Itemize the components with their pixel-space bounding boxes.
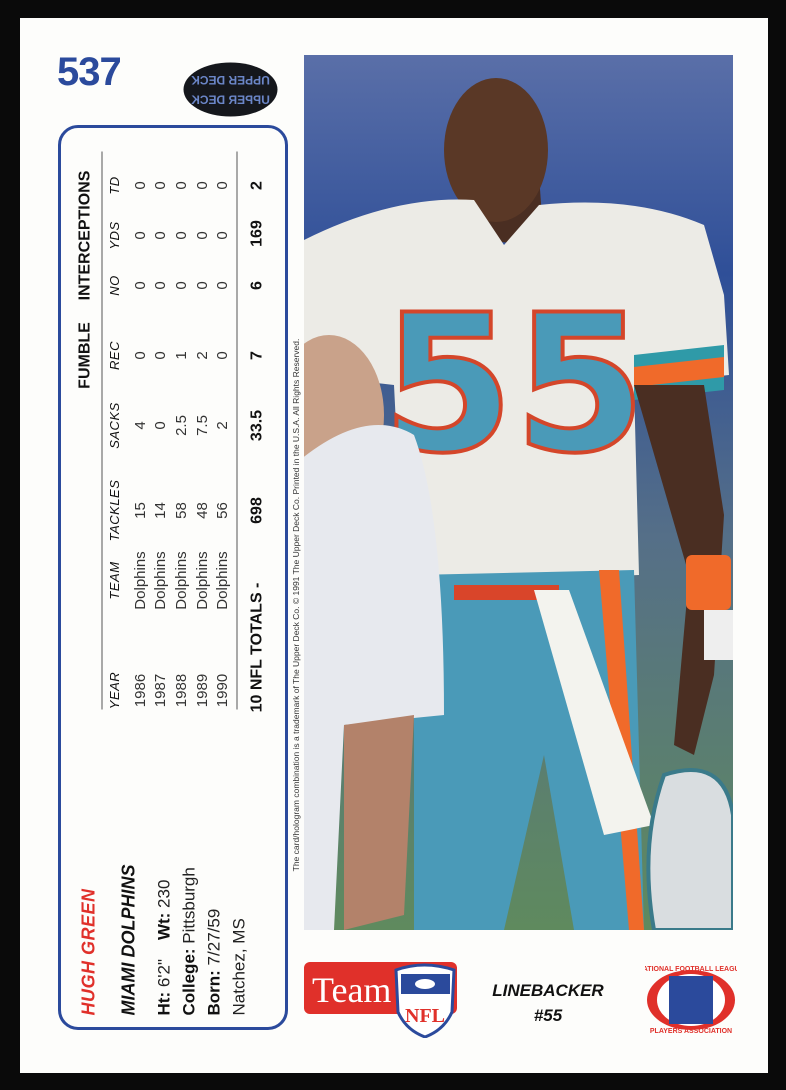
total-tackles: 698 — [248, 496, 265, 524]
weight-label: Wt: — [154, 912, 173, 940]
svg-text:UPPER DECK: UPPER DECK — [191, 73, 270, 87]
copyright-text: The card/hologram combination is a trade… — [291, 338, 301, 872]
stat-cell-tackles: 48 — [193, 501, 211, 519]
stat-cell-yds: 0 — [151, 230, 169, 240]
column-header-sacks: SACKS — [106, 401, 122, 449]
player-position: LINEBACKER — [492, 981, 604, 1000]
column-header-tackles: TACKLES — [106, 479, 122, 541]
total-yds: 169 — [248, 219, 265, 247]
table-totals-rule — [236, 151, 237, 709]
column-header-team: TEAM — [106, 560, 122, 600]
stat-cell-yds: 0 — [193, 230, 211, 240]
group-header-fumble: FUMBLE — [76, 321, 93, 389]
card-number: 537 — [57, 50, 122, 94]
stat-cell-rec: 0 — [213, 350, 231, 360]
table-header-rule — [101, 151, 102, 709]
jersey-number-graphic: 55 — [382, 274, 646, 495]
stat-cell-no: 0 — [151, 280, 169, 290]
position-block: LINEBACKER #55 — [470, 978, 626, 1028]
svg-text:PLAYERS ASSOCIATION: PLAYERS ASSOCIATION — [650, 1028, 732, 1034]
height-label: Ht: — [154, 991, 173, 1015]
totals-label: 10 NFL TOTALS - — [248, 582, 265, 712]
stat-cell-team: Dolphins — [151, 550, 169, 610]
stat-cell-year: 1987 — [151, 673, 169, 707]
born-label: Born: — [204, 969, 223, 1015]
svg-text:NFL: NFL — [405, 1005, 445, 1027]
stat-cell-tackles: 58 — [172, 501, 190, 519]
total-td: 2 — [248, 180, 265, 190]
stat-cell-yds: 0 — [131, 230, 149, 240]
stat-cell-team: Dolphins — [131, 550, 149, 610]
stat-cell-td: 0 — [151, 180, 169, 190]
born: Born: 7/27/59 — [204, 908, 224, 1015]
stat-cell-td: 0 — [131, 180, 149, 190]
player-team: MIAMI DOLPHINS — [118, 864, 138, 1015]
stats-panel: HUGH GREEN MIAMI DOLPHINS Ht: 6'2" Wt: 2… — [58, 125, 288, 1030]
stat-cell-rec: 0 — [151, 350, 169, 360]
stat-cell-year: 1986 — [131, 673, 149, 707]
stat-cell-tackles: 15 — [131, 501, 149, 519]
column-header-td: TD — [106, 175, 122, 195]
stat-cell-yds: 0 — [172, 230, 190, 240]
stat-cell-team: Dolphins — [172, 550, 190, 610]
college-label: College: — [179, 947, 198, 1015]
stat-cell-sacks: 2 — [213, 420, 231, 430]
stat-cell-no: 0 — [172, 280, 190, 290]
player-name: HUGH GREEN — [78, 887, 98, 1015]
stat-cell-no: 0 — [213, 280, 231, 290]
svg-text:UPPER DECK: UPPER DECK — [191, 93, 270, 107]
stat-cell-sacks: 2.5 — [172, 414, 190, 436]
total-sacks: 33.5 — [248, 409, 265, 441]
weight-value: 230 — [154, 879, 173, 908]
team-nfl-logo: Team NFL — [304, 962, 457, 1038]
stat-cell-rec: 0 — [131, 350, 149, 360]
born-value: 7/27/59 — [204, 908, 223, 965]
stat-cell-team: Dolphins — [193, 550, 211, 610]
height-weight: Ht: 6'2" Wt: 230 — [154, 879, 174, 1015]
stat-cell-sacks: 7.5 — [193, 414, 211, 436]
svg-text:NATIONAL FOOTBALL LEAGUE: NATIONAL FOOTBALL LEAGUE — [645, 966, 737, 973]
total-rec: 7 — [248, 350, 265, 360]
stat-cell-tackles: 14 — [151, 501, 169, 519]
upper-deck-hologram: UPPER DECK UPPER DECK — [183, 62, 278, 117]
stat-cell-tackles: 56 — [213, 501, 231, 519]
stat-cell-year: 1989 — [193, 673, 211, 707]
group-header-interceptions: INTERCEPTIONS — [76, 170, 93, 300]
column-header-rec: REC — [106, 340, 122, 370]
college-value: Pittsburgh — [179, 866, 198, 944]
column-header-yds: YDS — [106, 220, 122, 250]
height-value: 6'2" — [154, 958, 173, 987]
stat-cell-rec: 1 — [172, 350, 190, 360]
stat-cell-rec: 2 — [193, 350, 211, 360]
stat-cell-td: 0 — [213, 180, 231, 190]
stat-cell-year: 1988 — [172, 673, 190, 707]
stat-cell-td: 0 — [193, 180, 211, 190]
stat-cell-no: 0 — [131, 280, 149, 290]
stat-cell-team: Dolphins — [213, 550, 231, 610]
college: College: Pittsburgh — [179, 867, 199, 1015]
stat-cell-sacks: 4 — [131, 420, 149, 430]
stat-cell-no: 0 — [193, 280, 211, 290]
stat-cell-sacks: 0 — [151, 420, 169, 430]
nflpa-logo: NATIONAL FOOTBALL LEAGUE PLAYERS ASSOCIA… — [645, 966, 737, 1034]
birthplace: Natchez, MS — [229, 917, 248, 1015]
svg-text:Team: Team — [312, 970, 391, 1010]
column-header-year: YEAR — [106, 671, 122, 709]
stat-cell-yds: 0 — [213, 230, 231, 240]
stat-cell-td: 0 — [172, 180, 190, 190]
column-header-no: NO — [106, 274, 122, 296]
player-photo: 55 — [304, 55, 733, 930]
stat-cell-year: 1990 — [213, 673, 231, 707]
total-no: 6 — [248, 280, 265, 290]
jersey-number: #55 — [533, 1006, 563, 1025]
